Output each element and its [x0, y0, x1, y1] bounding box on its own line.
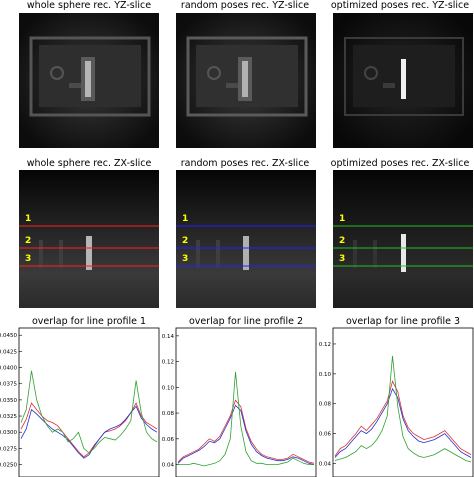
profile-plot-3: 0.12 0.10 0.08 0.06 0.04: [319, 327, 474, 477]
yz-slice-optimized-image: [333, 13, 473, 148]
y-tick-label: 0.06: [162, 437, 175, 443]
y-tick-label: 0.0300: [0, 430, 17, 436]
series-line-random: [20, 405, 158, 459]
series-line-whole: [177, 399, 315, 464]
y-tick-label: 0.12: [319, 342, 331, 348]
plot-frame: [332, 327, 474, 477]
y-tick-label: 0.0350: [0, 398, 17, 404]
zx-slice-optimized-image: 1 2 3: [333, 170, 473, 308]
plot-frame: [18, 327, 160, 477]
y-tick-label: 0.0425: [0, 349, 17, 355]
y-tick-label: 0.0375: [0, 382, 17, 388]
y-tick-label: 0.08: [319, 402, 332, 408]
line-label-1: 1: [182, 214, 189, 224]
profile-plot-2: 0.14 0.12 0.10 0.08 0.06 0.04: [162, 327, 317, 477]
y-tick-label: 0.14: [162, 334, 175, 340]
series-line-optimized: [20, 370, 158, 454]
line-label-1: 1: [25, 214, 32, 224]
line-label-2: 2: [339, 236, 346, 246]
line-label-2: 2: [182, 236, 189, 246]
y-tick-label: 0.0325: [0, 414, 17, 420]
line-label-3: 3: [339, 254, 346, 264]
series-line-random: [334, 387, 472, 458]
profile-plot-1: 0.0450 0.0425 0.0400 0.0375 0.0350 0.0325 0.03…: [0, 327, 160, 477]
plot-frame: [175, 327, 317, 477]
series-line-whole: [334, 380, 472, 457]
series-line-whole: [20, 402, 158, 458]
y-tick-label: 0.0450: [0, 333, 17, 339]
title-profile-3: overlap for line profile 3: [345, 316, 460, 327]
profile-plot-2-svg: 0.14 0.12 0.10 0.08 0.06 0.04: [162, 327, 317, 477]
line-label-2: 2: [25, 236, 32, 246]
y-tick-label: 0.0250: [0, 463, 17, 469]
zx-slice-random-image: 1 2 3: [176, 170, 316, 308]
yz-slice-random-image: [176, 13, 316, 148]
line-label-1: 1: [339, 214, 346, 224]
profile-plot-1-svg: 0.0450 0.0425 0.0400 0.0375 0.0350 0.0325 0.03…: [0, 327, 160, 477]
zx-slice-whole-image: 1 2 3: [19, 170, 159, 308]
y-tick-label: 0.12: [162, 360, 174, 366]
title-yz-random: random poses rec. YZ-slice: [180, 0, 310, 11]
title-profile-2: overlap for line profile 2: [188, 316, 303, 327]
title-zx-random: random poses rec. ZX-slice: [180, 158, 310, 169]
series-line-random: [177, 404, 315, 465]
y-tick-label: 0.06: [319, 432, 332, 438]
yz-slice-whole-image: [19, 13, 159, 148]
y-tick-label: 0.08: [162, 411, 175, 417]
title-yz-whole: whole sphere rec. YZ-slice: [26, 0, 152, 11]
y-tick-label: 0.04: [319, 462, 332, 468]
y-tick-label: 0.10: [319, 372, 332, 378]
y-tick-label: 0.0400: [0, 366, 17, 372]
y-tick-label: 0.10: [162, 385, 175, 391]
title-profile-1: overlap for line profile 1: [31, 316, 146, 327]
line-label-3: 3: [25, 254, 32, 264]
line-label-3: 3: [182, 254, 189, 264]
y-tick-label: 0.0275: [0, 446, 17, 452]
title-zx-whole: whole sphere rec. ZX-slice: [26, 158, 152, 169]
y-tick-label: 0.04: [162, 463, 175, 469]
profile-plot-3-svg: 0.12 0.10 0.08 0.06 0.04: [319, 327, 474, 477]
series-line-optimized: [178, 371, 314, 467]
title-zx-optimized: optimized poses rec. ZX-slice: [330, 158, 470, 169]
series-line-optimized: [334, 355, 472, 463]
title-yz-optimized: optimized poses rec. YZ-slice: [330, 0, 470, 11]
